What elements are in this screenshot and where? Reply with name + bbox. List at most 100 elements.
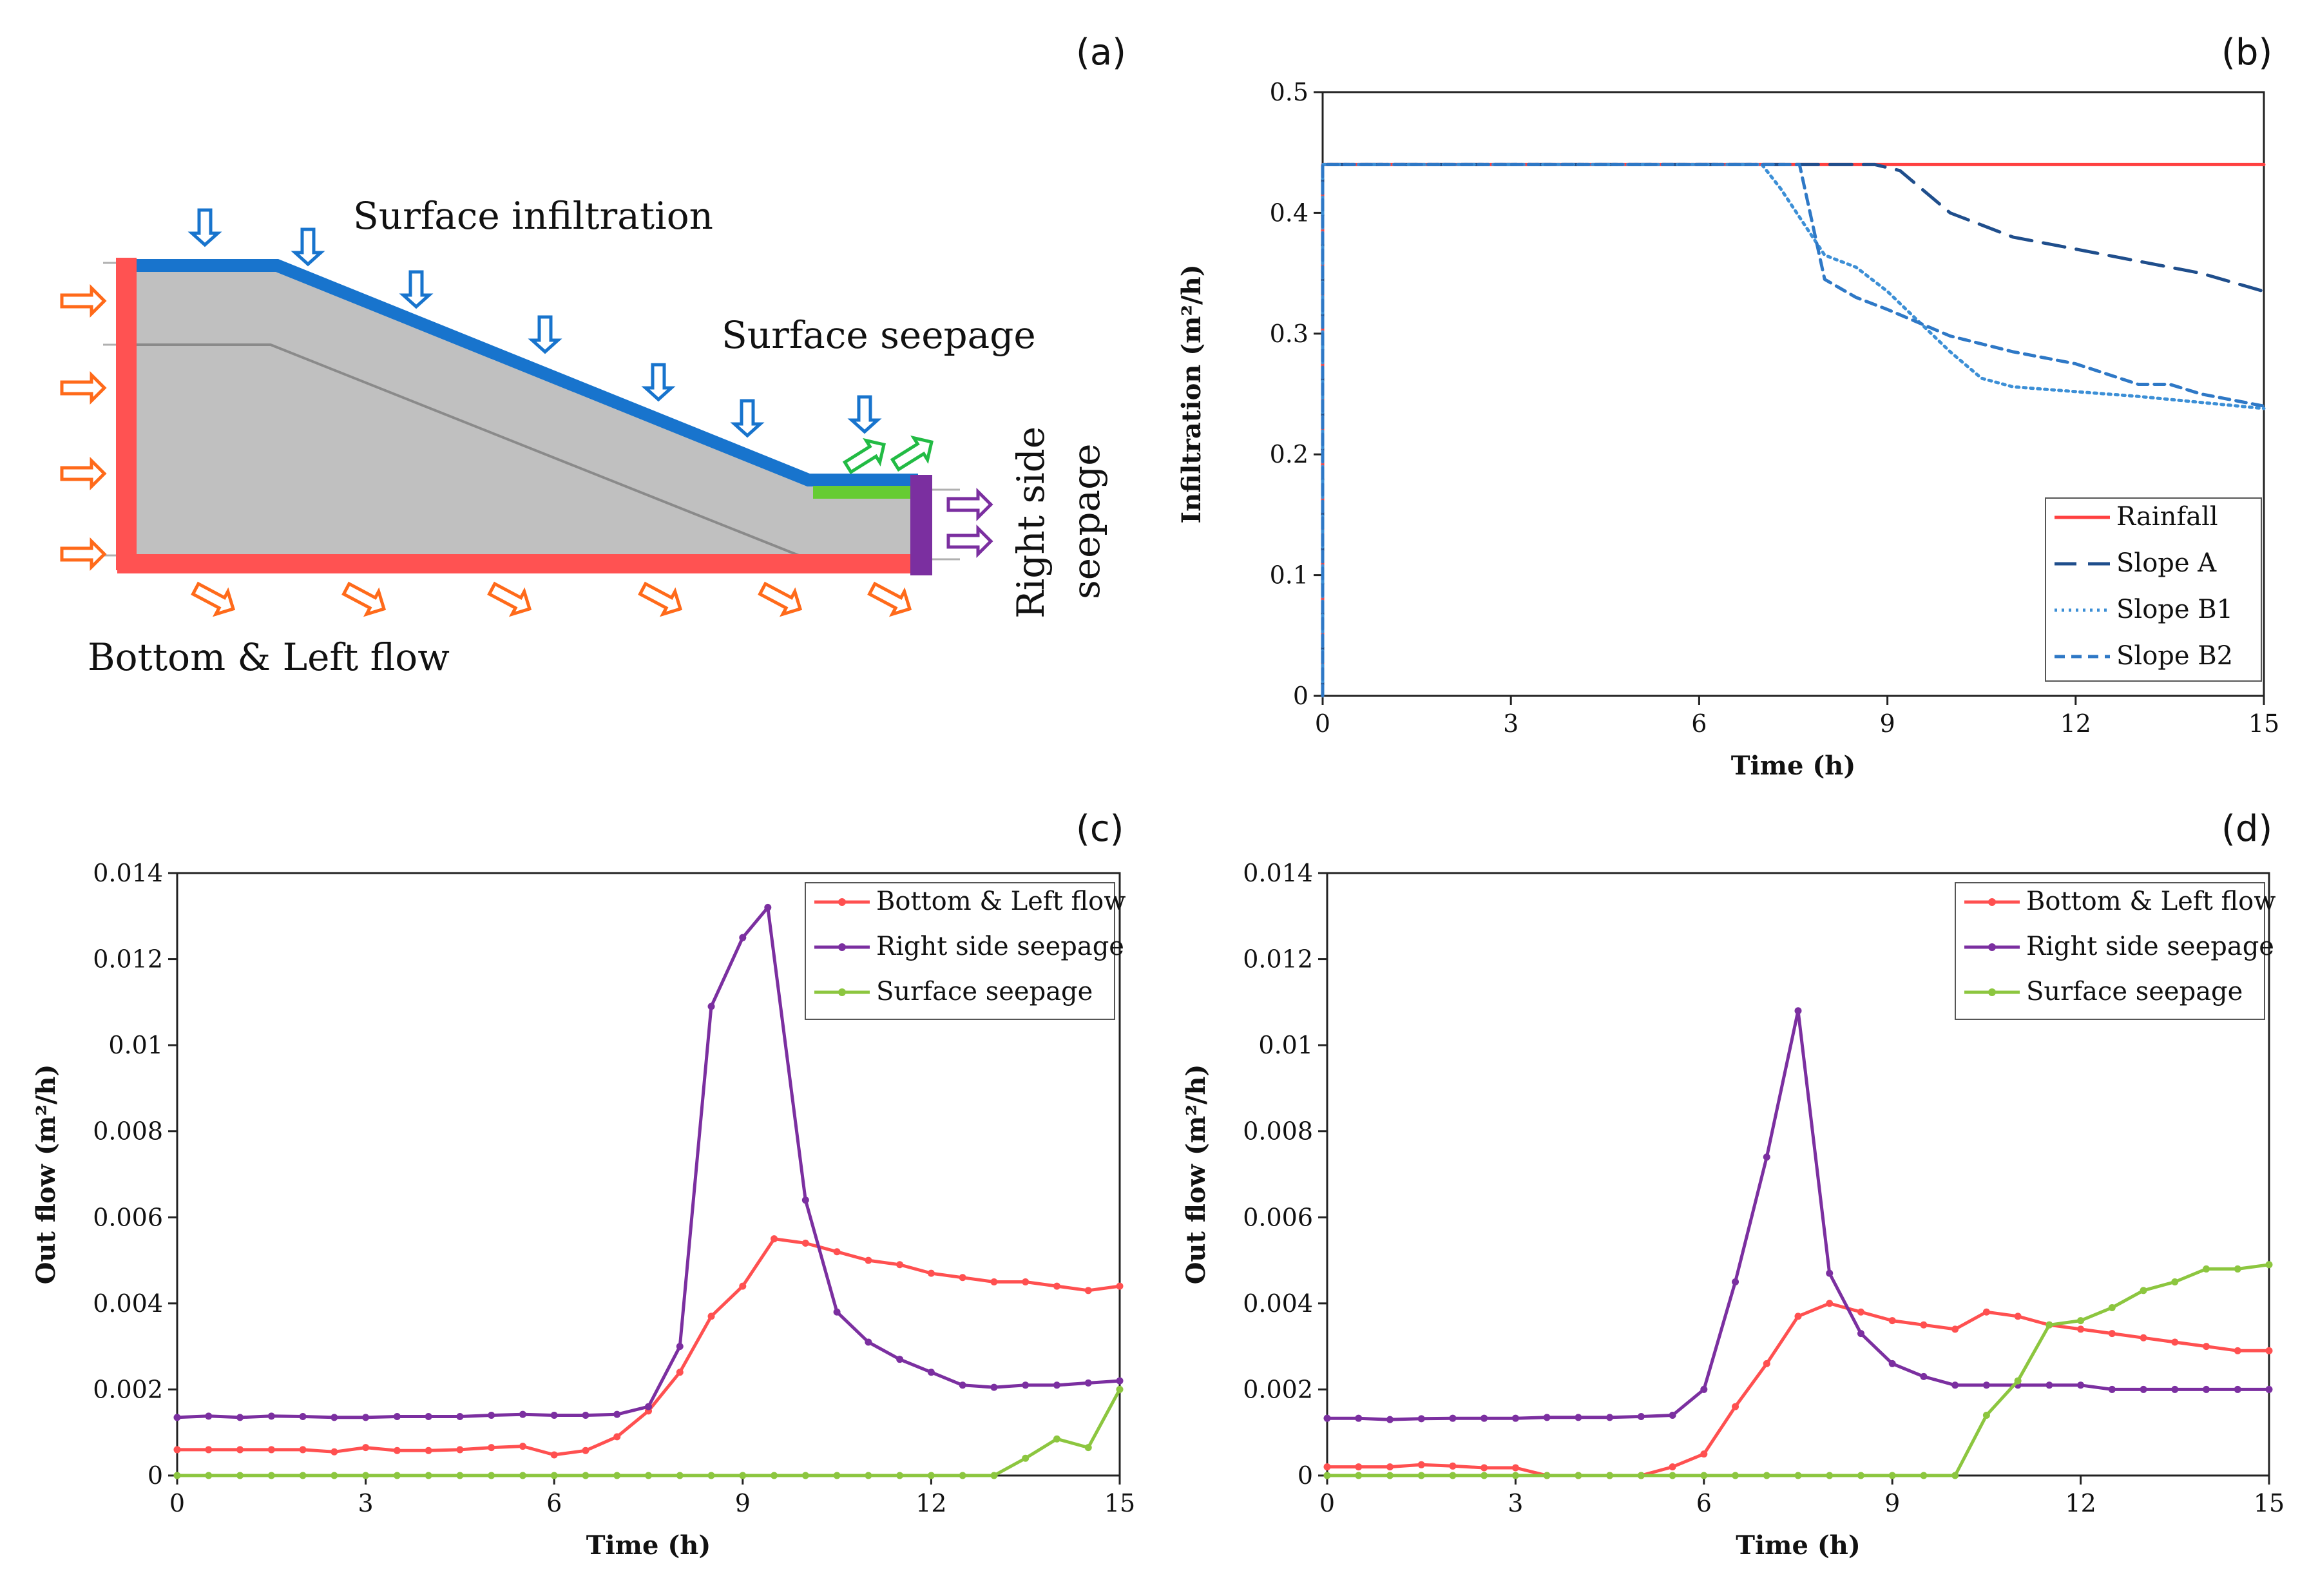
panel-letter: (d) [2221, 808, 2272, 850]
y-tick-label: 0.004 [93, 1289, 163, 1318]
data-point [1888, 1317, 1896, 1325]
legend-marker [1988, 943, 1996, 951]
data-point [1543, 1414, 1551, 1421]
series-line-surface-seepage [1325, 1263, 2271, 1477]
y-axis-label: Out flow (m²/h) [1181, 1064, 1211, 1285]
left-inflow-arrows [62, 288, 104, 567]
data-point [771, 1235, 778, 1243]
data-point [676, 1343, 684, 1351]
infiltration-arrow-icon [192, 210, 218, 245]
data-point [739, 1472, 747, 1479]
data-point [582, 1412, 589, 1419]
data-point [331, 1472, 338, 1479]
x-tick-label: 3 [1508, 1489, 1523, 1517]
data-point [1606, 1414, 1614, 1421]
legend-marker [1988, 988, 1996, 996]
bottom-arrow-icon [189, 577, 239, 620]
data-point [1794, 1007, 1802, 1015]
y-tick-label: 0.014 [1243, 859, 1313, 887]
data-point [362, 1444, 370, 1452]
y-axis-label: Infiltration (m²/h) [1176, 264, 1207, 523]
legend-marker [838, 943, 846, 951]
data-point [1606, 1472, 1614, 1479]
bottom-arrow-icon [756, 577, 806, 620]
data-point [896, 1472, 904, 1479]
y-tick-label: 0.01 [108, 1031, 163, 1059]
data-point [267, 1446, 275, 1454]
y-tick-label: 0.008 [93, 1117, 163, 1146]
y-tick-label: 0 [1293, 682, 1308, 710]
data-point [1700, 1385, 1708, 1393]
data-point [2077, 1317, 2085, 1325]
data-point [1732, 1403, 1739, 1410]
data-point [267, 1412, 275, 1420]
data-point [456, 1472, 464, 1479]
data-point [801, 1239, 809, 1247]
data-point [1084, 1444, 1092, 1452]
data-point [1826, 1472, 1834, 1479]
data-point [1982, 1381, 1990, 1389]
x-tick-label: 0 [1315, 709, 1330, 738]
data-point [1951, 1325, 1959, 1333]
data-point [707, 1003, 715, 1010]
y-tick-label: 0 [1298, 1461, 1313, 1490]
legend-label: Right side seepage [2026, 932, 2274, 961]
data-point [519, 1410, 526, 1418]
legend-label: Surface seepage [876, 977, 1093, 1006]
data-point [205, 1446, 213, 1454]
data-point [2265, 1385, 2273, 1393]
data-point [2014, 1312, 2022, 1320]
data-point [1951, 1472, 1959, 1479]
data-point [990, 1383, 998, 1391]
data-point [1982, 1308, 1990, 1316]
data-point [1669, 1412, 1676, 1419]
data-point [645, 1472, 652, 1479]
data-point [1355, 1414, 1363, 1422]
data-point [582, 1472, 589, 1479]
data-point [2077, 1325, 2085, 1333]
data-point [1669, 1463, 1676, 1471]
data-point [896, 1261, 904, 1269]
infiltration-arrow-icon [295, 229, 321, 264]
y-tick-label: 0.012 [1243, 945, 1313, 974]
data-point [2171, 1338, 2179, 1346]
panel-a-letter: (a) [1076, 32, 1126, 73]
legend-box [2045, 497, 2262, 682]
data-point [764, 903, 772, 911]
data-point [645, 1403, 652, 1410]
data-point [2140, 1385, 2147, 1393]
legend-label: Right side seepage [876, 932, 1124, 961]
label-surface-infiltration: Surface infiltration [353, 194, 713, 238]
data-point [1920, 1472, 1928, 1479]
y-tick-label: 0.008 [1243, 1117, 1313, 1146]
data-point [676, 1369, 684, 1376]
data-point [299, 1472, 307, 1479]
data-point [331, 1448, 338, 1456]
data-point [2234, 1385, 2241, 1393]
data-point [362, 1414, 370, 1421]
seepage-arrow-icon [888, 431, 938, 476]
data-point [425, 1447, 432, 1454]
data-point [739, 934, 747, 941]
data-point [1826, 1269, 1834, 1277]
data-point [1323, 1472, 1331, 1479]
data-point [2108, 1330, 2116, 1338]
data-point [488, 1472, 495, 1479]
bottom-outflow-arrows [189, 577, 915, 620]
data-point [1920, 1372, 1928, 1380]
x-tick-label: 12 [915, 1489, 946, 1517]
data-point [1700, 1450, 1708, 1458]
series-line-slope-b2 [1321, 162, 2266, 698]
data-point [519, 1472, 526, 1479]
data-point [173, 1446, 181, 1454]
data-point [1116, 1282, 1124, 1290]
data-point [1763, 1153, 1770, 1161]
data-point [2265, 1347, 2273, 1354]
data-point [362, 1472, 370, 1479]
data-point [1053, 1282, 1060, 1290]
data-point [173, 1414, 181, 1421]
data-point [927, 1269, 935, 1277]
y-tick-label: 0.012 [93, 945, 163, 974]
data-point [613, 1472, 621, 1479]
inflow-arrow-icon [62, 461, 104, 486]
